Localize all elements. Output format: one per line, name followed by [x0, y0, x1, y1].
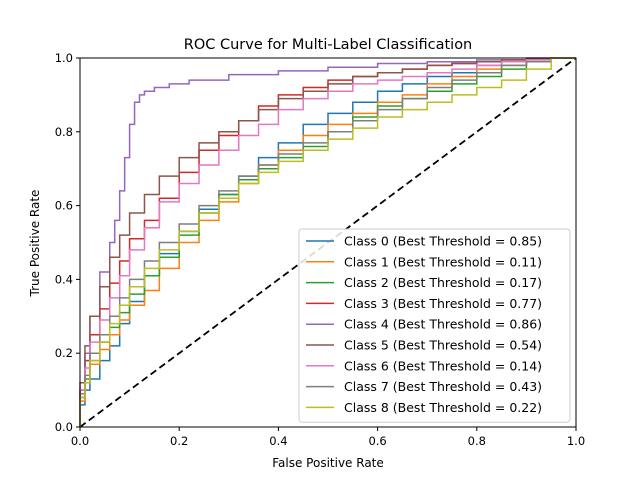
x-axis-ticks: 0.0 0.2 0.4 0.6 0.8 1.0: [71, 427, 585, 448]
y-axis-ticks: 0.0 0.2 0.4 0.6 0.8 1.0: [55, 51, 80, 434]
roc-line-class-4: [79, 57, 576, 427]
roc-line-class-5: [79, 57, 576, 427]
x-tick-label: 0.2: [170, 434, 188, 448]
x-axis-label: False Positive Rate: [272, 456, 384, 470]
roc-line-class-8: [79, 57, 576, 427]
chart-title: ROC Curve for Multi-Label Classification: [184, 37, 473, 53]
legend-label-class-3: Class 3 (Best Threshold = 0.77): [344, 296, 542, 311]
x-tick-label: 0.4: [269, 434, 287, 448]
x-tick-label: 0.0: [71, 434, 89, 448]
legend-label-class-0: Class 0 (Best Threshold = 0.85): [344, 234, 542, 249]
roc-line-class-6: [79, 57, 576, 427]
legend-label-class-2: Class 2 (Best Threshold = 0.17): [344, 275, 542, 290]
y-tick-label: 0.2: [55, 346, 73, 360]
y-tick-label: 0.8: [55, 125, 73, 139]
legend-box: [298, 228, 571, 423]
legend-label-class-4: Class 4 (Best Threshold = 0.86): [344, 317, 542, 332]
y-tick-label: 0.0: [55, 420, 73, 434]
x-tick-label: 1.0: [567, 434, 585, 448]
legend: Class 0 (Best Threshold = 0.85) Class 1 (…: [298, 228, 571, 423]
legend-label-class-1: Class 1 (Best Threshold = 0.11): [344, 254, 542, 269]
legend-label-class-6: Class 6 (Best Threshold = 0.14): [344, 358, 542, 373]
y-tick-label: 1.0: [55, 51, 73, 65]
y-tick-label: 0.6: [55, 199, 73, 213]
legend-label-class-7: Class 7 (Best Threshold = 0.43): [344, 379, 542, 394]
x-tick-label: 0.8: [468, 434, 486, 448]
axes-frame: [79, 57, 577, 428]
legend-label-class-5: Class 5 (Best Threshold = 0.54): [344, 338, 542, 353]
x-tick-label: 0.6: [368, 434, 386, 448]
y-tick-label: 0.4: [55, 272, 73, 286]
y-axis-label: True Positive Rate: [28, 190, 42, 298]
plot-area: [79, 57, 577, 428]
legend-label-class-8: Class 8 (Best Threshold = 0.22): [344, 400, 542, 415]
